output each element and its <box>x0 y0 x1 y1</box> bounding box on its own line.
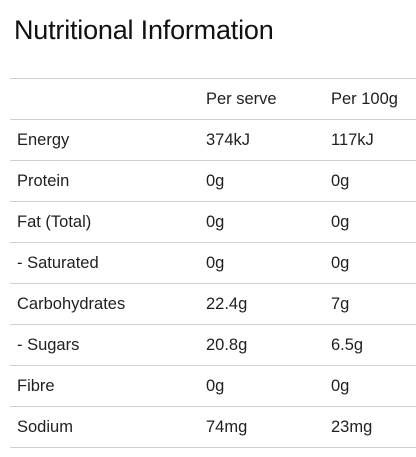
per-100g-value: 7g <box>324 283 416 325</box>
page-title: Nutritional Information <box>14 15 274 45</box>
per-serve-value: 22.4g <box>199 283 324 325</box>
table-header-row: Per serve Per 100g <box>10 78 416 120</box>
per-100g-value: 0g <box>324 365 416 407</box>
nutrient-name: - Saturated <box>10 242 199 284</box>
nutrition-table: Per serve Per 100g Energy 374kJ 117kJ Pr… <box>10 78 416 448</box>
nutrient-name: Protein <box>10 160 199 202</box>
table-row: Fibre 0g 0g <box>10 365 416 407</box>
header-nutrient <box>10 78 199 120</box>
per-100g-value: 117kJ <box>324 119 416 161</box>
nutrient-name: - Sugars <box>10 324 199 366</box>
table-row: - Sugars 20.8g 6.5g <box>10 324 416 366</box>
per-100g-value: 0g <box>324 201 416 243</box>
header-per-100g: Per 100g <box>324 78 416 120</box>
per-serve-value: 0g <box>199 365 324 407</box>
table-row: Energy 374kJ 117kJ <box>10 119 416 161</box>
table-row: - Saturated 0g 0g <box>10 242 416 284</box>
nutrient-name: Energy <box>10 119 199 161</box>
table-row: Fat (Total) 0g 0g <box>10 201 416 243</box>
nutrient-name: Fat (Total) <box>10 201 199 243</box>
per-serve-value: 0g <box>199 160 324 202</box>
header-per-serve: Per serve <box>199 78 324 120</box>
per-serve-value: 74mg <box>199 406 324 448</box>
table-row: Sodium 74mg 23mg <box>10 406 416 448</box>
per-serve-value: 374kJ <box>199 119 324 161</box>
nutrient-name: Carbohydrates <box>10 283 199 325</box>
nutrient-name: Fibre <box>10 365 199 407</box>
per-serve-value: 0g <box>199 242 324 284</box>
per-100g-value: 6.5g <box>324 324 416 366</box>
per-serve-value: 20.8g <box>199 324 324 366</box>
per-100g-value: 23mg <box>324 406 416 448</box>
table-row: Carbohydrates 22.4g 7g <box>10 283 416 325</box>
per-100g-value: 0g <box>324 160 416 202</box>
table-row: Protein 0g 0g <box>10 160 416 202</box>
nutrient-name: Sodium <box>10 406 199 448</box>
per-serve-value: 0g <box>199 201 324 243</box>
per-100g-value: 0g <box>324 242 416 284</box>
